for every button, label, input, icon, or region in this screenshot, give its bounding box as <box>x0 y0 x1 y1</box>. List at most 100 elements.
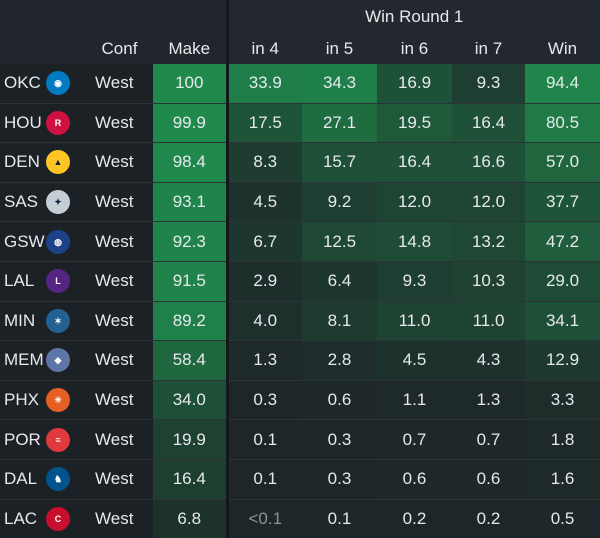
value-cell-in7: 0.6 <box>452 458 525 500</box>
conference-cell: West <box>86 300 153 341</box>
column-header-conf[interactable]: Conf <box>86 34 153 64</box>
team-cell: OKC ◉ <box>0 64 86 103</box>
conference-cell: West <box>86 498 153 538</box>
table-row[interactable]: MEM ◆ West 58.4 1.3 2.8 4.5 4.3 12.9 <box>0 340 600 381</box>
value-cell-win: 12.9 <box>525 340 600 381</box>
header-spacer <box>153 0 229 34</box>
table-row[interactable]: POR ≡ West 19.9 0.1 0.3 0.7 0.7 1.8 <box>0 419 600 460</box>
team-cell: DAL ♞ <box>0 458 86 500</box>
column-header-win[interactable]: Win <box>525 34 600 64</box>
column-header-in-7[interactable]: in 7 <box>452 34 525 64</box>
value-cell-in4: <0.1 <box>227 498 302 538</box>
team-cell: GSW ◍ <box>0 221 86 262</box>
value-cell-in5: 8.1 <box>302 300 377 341</box>
value-cell-in7: 0.7 <box>452 419 525 460</box>
column-header-in-4[interactable]: in 4 <box>227 34 302 64</box>
value-cell-in5: 6.4 <box>302 260 377 302</box>
value-cell-in6: 19.5 <box>377 102 452 143</box>
value-cell-win: 37.7 <box>525 181 600 222</box>
value-cell-win: 3.3 <box>525 379 600 420</box>
table-row[interactable]: PHX ☀ West 34.0 0.3 0.6 1.1 1.3 3.3 <box>0 379 600 420</box>
hou-rockets-logo-icon: R <box>46 110 70 135</box>
value-cell-in4: 1.3 <box>227 340 302 381</box>
header-spacer <box>86 0 153 34</box>
mem-grizzlies-logo-icon: ◆ <box>46 348 70 373</box>
value-cell-in5: 0.3 <box>302 419 377 460</box>
den-nuggets-logo-icon: ▲ <box>46 150 70 175</box>
table-row[interactable]: SAS ✦ West 93.1 4.5 9.2 12.0 12.0 37.7 <box>0 181 600 222</box>
table-row[interactable]: HOU R West 99.9 17.5 27.1 19.5 16.4 80.5 <box>0 102 600 143</box>
value-cell-in5: 2.8 <box>302 340 377 381</box>
value-cell-in6: 0.2 <box>377 498 452 538</box>
value-cell-in7: 16.6 <box>452 142 525 183</box>
value-cell-in5: 9.2 <box>302 181 377 222</box>
value-cell-in6: 0.6 <box>377 458 452 500</box>
table-row[interactable]: MIN ✶ West 89.2 4.0 8.1 11.0 11.0 34.1 <box>0 300 600 341</box>
table-row[interactable]: LAC C West 6.8 <0.1 0.1 0.2 0.2 0.5 <box>0 498 600 538</box>
value-cell-in4: 8.3 <box>227 142 302 183</box>
team-abbreviation: HOU <box>4 112 42 132</box>
value-cell-make: 89.2 <box>153 300 229 341</box>
value-cell-make: 92.3 <box>153 221 229 262</box>
table-row[interactable]: DAL ♞ West 16.4 0.1 0.3 0.6 0.6 1.6 <box>0 458 600 500</box>
team-cell: POR ≡ <box>0 419 86 460</box>
team-cell: PHX ☀ <box>0 379 86 420</box>
team-abbreviation: SAS <box>4 192 39 212</box>
value-cell-win: 1.8 <box>525 419 600 460</box>
value-cell-make: 16.4 <box>153 458 229 500</box>
column-header-in-5[interactable]: in 5 <box>302 34 377 64</box>
value-cell-in4: 33.9 <box>227 64 302 104</box>
table-row[interactable]: LAL L West 91.5 2.9 6.4 9.3 10.3 29.0 <box>0 260 600 302</box>
dal-mavericks-logo-icon: ♞ <box>46 467 70 492</box>
value-cell-make: 91.5 <box>153 260 229 302</box>
column-header-in-6[interactable]: in 6 <box>377 34 452 64</box>
value-cell-in4: 4.0 <box>227 300 302 341</box>
value-cell-win: 34.1 <box>525 300 600 341</box>
value-cell-in4: 6.7 <box>227 221 302 262</box>
conference-cell: West <box>86 102 153 143</box>
table-row[interactable]: DEN ▲ West 98.4 8.3 15.7 16.4 16.6 57.0 <box>0 142 600 183</box>
value-cell-in7: 16.4 <box>452 102 525 143</box>
table-row[interactable]: OKC ◉ West 100 33.9 34.3 16.9 9.3 94.4 <box>0 64 600 104</box>
value-cell-in6: 1.1 <box>377 379 452 420</box>
team-abbreviation: LAC <box>4 508 38 528</box>
value-cell-in6: 11.0 <box>377 300 452 341</box>
team-abbreviation: GSW <box>4 231 45 251</box>
group-header-win-round-1: Win Round 1 <box>227 0 600 34</box>
value-cell-in4: 0.1 <box>227 419 302 460</box>
value-cell-win: 0.5 <box>525 498 600 538</box>
value-cell-make: 99.9 <box>153 102 229 143</box>
value-cell-in6: 12.0 <box>377 181 452 222</box>
value-cell-win: 94.4 <box>525 64 600 104</box>
column-header-make[interactable]: Make <box>153 34 229 64</box>
value-cell-win: 57.0 <box>525 142 600 183</box>
table-row[interactable]: GSW ◍ West 92.3 6.7 12.5 14.8 13.2 47.2 <box>0 221 600 262</box>
value-cell-in4: 2.9 <box>227 260 302 302</box>
value-cell-in4: 4.5 <box>227 181 302 222</box>
value-cell-in5: 12.5 <box>302 221 377 262</box>
team-cell: LAL L <box>0 260 86 302</box>
value-cell-make: 98.4 <box>153 142 229 183</box>
value-cell-win: 29.0 <box>525 260 600 302</box>
value-cell-in5: 0.1 <box>302 498 377 538</box>
team-abbreviation: MIN <box>4 310 36 330</box>
value-cell-win: 1.6 <box>525 458 600 500</box>
value-cell-in7: 1.3 <box>452 379 525 420</box>
value-cell-make: 100 <box>153 64 229 104</box>
team-cell: LAC C <box>0 498 86 538</box>
value-cell-in4: 0.1 <box>227 458 302 500</box>
value-cell-win: 47.2 <box>525 221 600 262</box>
conference-cell: West <box>95 73 134 93</box>
conference-cell: West <box>86 181 153 222</box>
value-cell-in6: 16.9 <box>377 64 452 104</box>
team-cell: MIN ✶ <box>0 300 86 341</box>
okc-thunder-logo-icon: ◉ <box>46 71 70 96</box>
value-cell-in7: 11.0 <box>452 300 525 341</box>
conference-cell: West <box>86 340 153 381</box>
header-spacer <box>0 0 86 34</box>
conference-cell: West <box>86 260 153 302</box>
value-cell-in5: 34.3 <box>302 64 377 104</box>
team-abbreviation: PHX <box>4 390 39 410</box>
